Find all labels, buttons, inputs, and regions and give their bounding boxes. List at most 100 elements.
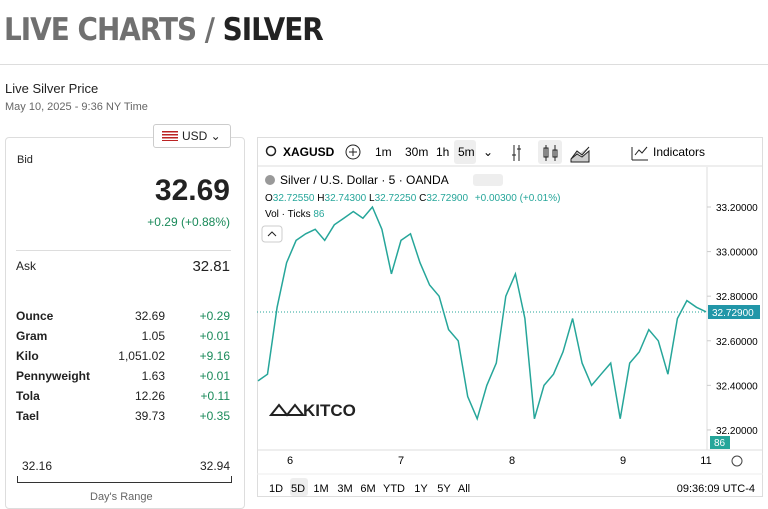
metal-unit: Ounce: [16, 309, 54, 323]
chevron: [267, 231, 277, 237]
symbol-icon: [265, 175, 275, 185]
metal-unit: Pennyweight: [16, 369, 91, 383]
unit-change: +0.29: [199, 309, 230, 323]
interval-button[interactable]: 5m: [458, 145, 475, 159]
x-tick-label: 6: [287, 455, 293, 467]
unit-price: 1.63: [141, 369, 165, 383]
current-price-label: 32.72900: [712, 308, 754, 319]
clock: 09:36:09 UTC-4: [677, 483, 755, 495]
indicators-button[interactable]: Indicators: [653, 145, 705, 159]
currency: USD: [182, 129, 208, 143]
range-high: 32.94: [199, 459, 230, 473]
divider: [0, 64, 768, 65]
interval-button[interactable]: 1h: [436, 145, 449, 159]
metal-unit: Kilo: [16, 349, 39, 363]
unit-price: 39.73: [134, 409, 165, 423]
volume-box: [710, 436, 730, 449]
range-button[interactable]: 5Y: [437, 483, 451, 495]
ohlc-value: 32.72550: [273, 193, 315, 204]
ohlc-value: 32.72900: [426, 193, 468, 204]
range-button[interactable]: 5D: [291, 483, 305, 495]
unit-change: +0.01: [199, 369, 230, 383]
plus-icon: [349, 148, 357, 156]
range-low: 32.16: [22, 459, 53, 473]
ohlc-value: 32.72250: [375, 193, 417, 204]
search-icon[interactable]: [265, 145, 277, 157]
title-part: SILVER: [222, 12, 324, 48]
chart-legend: Silver / U.S. Dollar · 5 · OANDA: [280, 173, 449, 187]
unit-price: 12.26: [134, 389, 165, 403]
metal-unit: Tola: [16, 389, 40, 403]
active-interval-bg: [454, 140, 476, 164]
y-tick-label: 32.40000: [716, 381, 758, 392]
metal-unit: Tael: [16, 409, 40, 423]
chart-frame: [257, 137, 763, 497]
range-button[interactable]: YTD: [383, 483, 405, 495]
price-line: [257, 205, 707, 422]
symbol[interactable]: XAGUSD: [283, 145, 335, 159]
x-tick-label: 11: [700, 455, 711, 467]
currency-select[interactable]: USD ⌄: [153, 124, 231, 148]
bar-type-icon[interactable]: [512, 145, 521, 161]
bid-label: Bid: [17, 154, 33, 166]
title-part: LIVE CHARTS /: [4, 12, 215, 48]
unit-price: 1.05: [141, 329, 165, 343]
metal-unit: Gram: [16, 329, 48, 343]
range-button[interactable]: All: [458, 483, 470, 495]
area-icon[interactable]: [570, 146, 590, 163]
unit-change: +0.01: [199, 329, 230, 343]
range-label: Day's Range: [90, 491, 153, 503]
volume-axis-label: 86: [714, 438, 726, 449]
candle-icon[interactable]: [543, 147, 549, 158]
candle-icon-bg: [538, 140, 562, 164]
ohlc-key: L: [369, 193, 375, 204]
unit-price: 32.69: [134, 309, 165, 323]
y-tick-label: 32.20000: [716, 426, 758, 437]
ohlc-key: O: [265, 193, 273, 204]
x-tick-label: 9: [620, 455, 626, 467]
x-tick-label: 8: [509, 455, 515, 467]
ohlc: O32.72550 H32.74300 L32.72250 C32.72900 …: [265, 193, 560, 204]
bid-change: +0.29 (+0.88%): [147, 215, 230, 229]
y-tick-label: 32.60000: [716, 337, 758, 348]
settings-icon[interactable]: [731, 455, 743, 467]
x-tick-label: 7: [398, 455, 404, 467]
interval-button[interactable]: 30m: [405, 145, 428, 159]
ohlc-value: +0.00300 (+0.01%): [475, 193, 561, 204]
ask-price: 32.81: [192, 258, 230, 275]
subtitle: Live Silver Price: [5, 81, 99, 96]
page-title: LIVE CHARTS / SILVER: [4, 12, 324, 48]
timestamp: May 10, 2025 - 9:36 NY Time: [5, 101, 148, 113]
range-button[interactable]: 6M: [360, 483, 375, 495]
bid-price: 32.69: [154, 174, 230, 207]
divider: [16, 250, 231, 251]
legend-buttons[interactable]: [473, 174, 503, 186]
interval-dropdown[interactable]: ⌄: [483, 145, 493, 159]
unit-price: 1,051.02: [118, 349, 165, 363]
range-button[interactable]: 1D: [269, 483, 283, 495]
unit-change: +9.16: [199, 349, 230, 363]
volume-legend: Vol · Ticks 86: [265, 209, 325, 220]
y-tick-label: 32.80000: [716, 292, 758, 303]
indicators-icon[interactable]: [631, 146, 648, 161]
ohlc-key: C: [419, 193, 426, 204]
y-tick-label: 33.20000: [716, 203, 758, 214]
current-price-box: [708, 305, 760, 320]
ohlc-value: 32.74300: [325, 193, 367, 204]
watermark: KITCO: [303, 401, 356, 420]
compare-button[interactable]: [345, 144, 361, 160]
kitco-logo-mark: [268, 403, 306, 417]
active-range-bg: [290, 478, 308, 496]
y-tick-label: 33.00000: [716, 248, 758, 259]
volume-value: 86: [313, 209, 325, 220]
interval-button[interactable]: 1m: [375, 145, 392, 159]
volume-label: Vol · Ticks: [265, 209, 311, 220]
ohlc-key: H: [317, 193, 324, 204]
range-button[interactable]: 1Y: [414, 483, 428, 495]
range-button[interactable]: 1M: [313, 483, 328, 495]
range-button[interactable]: 3M: [337, 483, 352, 495]
collapse-button[interactable]: [261, 225, 283, 243]
page: LIVE CHARTS / SILVER Live Silver Price M…: [0, 12, 768, 509]
ask-label: Ask: [16, 259, 37, 273]
range-bar: [17, 476, 232, 483]
